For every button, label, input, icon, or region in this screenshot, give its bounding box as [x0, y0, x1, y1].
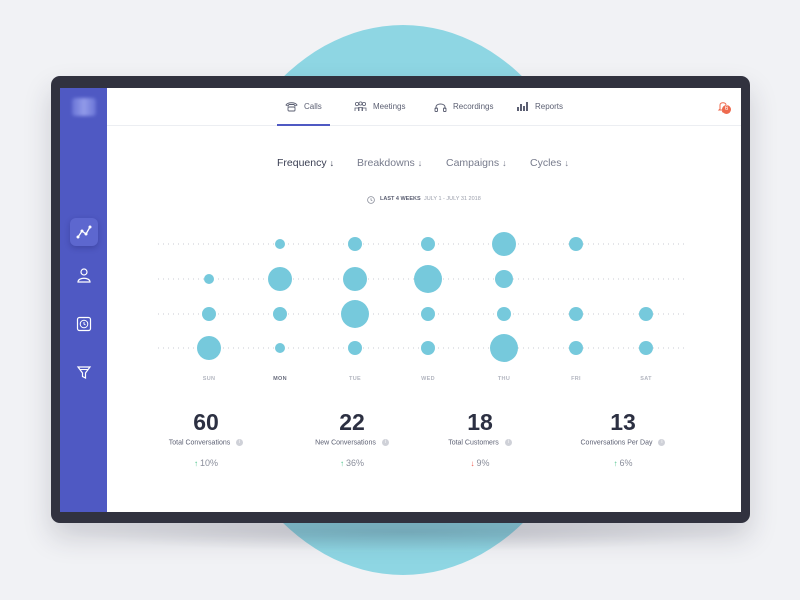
chart-bubble[interactable] — [202, 307, 216, 321]
app-logo[interactable] — [72, 98, 96, 116]
arrow-down-icon: ↓ — [329, 158, 335, 168]
info-icon[interactable]: i — [658, 439, 666, 446]
subtab-frequency[interactable]: Frequency ↓ — [277, 157, 334, 169]
stat-conversations-per-day: 13 Conversations Per Day i ↑ 6% — [553, 408, 693, 488]
chart-bubble[interactable] — [421, 341, 435, 355]
stat-value: 18 — [467, 409, 493, 435]
tab-calls-label: Calls — [304, 102, 322, 111]
chart-bubble[interactable] — [275, 343, 285, 353]
date-range[interactable]: LAST 4 WEEKS JULY 1 - JULY 31 2018 — [60, 196, 741, 208]
chart-bubble[interactable] — [492, 232, 516, 256]
stat-label: Conversations Per Day — [580, 439, 653, 447]
device-frame: Calls Meetings Recordings — [51, 76, 750, 523]
user-icon — [77, 268, 91, 283]
stat-change: 6% — [619, 458, 633, 469]
clock-icon — [76, 316, 92, 332]
subtab-campaigns-label: Campaigns — [446, 157, 500, 169]
tab-recordings[interactable]: Recordings — [434, 88, 493, 125]
chart-bubble[interactable] — [497, 307, 511, 321]
stat-value: 13 — [610, 409, 636, 435]
sidebar-item-time[interactable] — [70, 310, 98, 338]
subtab-breakdowns[interactable]: Breakdowns ↓ — [357, 157, 422, 169]
stat-change: 36% — [345, 458, 364, 469]
tab-reports-label: Reports — [535, 102, 564, 111]
date-range-label: LAST 4 WEEKS — [380, 196, 421, 202]
chart-day-label: THU — [498, 376, 510, 382]
stat-total-customers: 18 Total Customers i ↓ 9% — [410, 408, 550, 488]
phone-icon — [285, 102, 298, 112]
chart-bubble[interactable] — [197, 336, 221, 360]
chart-day-label: MON — [273, 376, 287, 382]
headphones-icon — [434, 103, 447, 112]
analytics-icon — [76, 225, 92, 239]
info-icon[interactable]: i — [381, 439, 389, 446]
chart-bubble[interactable] — [639, 307, 653, 321]
sidebar-item-user[interactable] — [70, 261, 98, 289]
stat-label: New Conversations — [315, 439, 376, 447]
notification-badge: 6 — [722, 105, 731, 114]
stat-label: Total Conversations — [168, 439, 231, 447]
chart-bubble[interactable] — [414, 265, 442, 293]
stat-label: Total Customers — [448, 439, 499, 447]
app-screen: Calls Meetings Recordings — [60, 88, 741, 512]
chart-day-label: FRI — [571, 376, 581, 382]
tab-reports[interactable]: Reports — [516, 88, 563, 125]
arrow-down-icon: ↓ — [417, 158, 423, 168]
tab-meetings[interactable]: Meetings — [354, 88, 405, 125]
stat-value: 22 — [339, 409, 365, 435]
tab-recordings-label: Recordings — [453, 102, 494, 111]
date-range-dates: JULY 1 - JULY 31 2018 — [424, 196, 481, 202]
subtab-cycles[interactable]: Cycles ↓ — [530, 157, 569, 169]
stat-change: 10% — [199, 458, 218, 469]
chart-bubble[interactable] — [348, 237, 362, 251]
info-icon[interactable]: i — [504, 439, 512, 446]
chart-bubble[interactable] — [268, 267, 292, 291]
chart-bubble[interactable] — [421, 237, 435, 251]
subtab-breakdowns-label: Breakdowns — [357, 157, 415, 169]
tab-meetings-label: Meetings — [373, 102, 406, 111]
chart-bubble[interactable] — [569, 341, 583, 355]
sidebar-item-funnel[interactable] — [70, 358, 98, 386]
stat-change: 9% — [476, 458, 490, 469]
report-subtabs: Frequency ↓ Breakdowns ↓ Campaigns ↓ Cycles… — [60, 157, 741, 173]
chart-day-label: SUN — [203, 376, 216, 382]
people-icon — [354, 101, 367, 111]
arrow-up-icon: ↑ — [613, 459, 618, 469]
chart-bubble[interactable] — [204, 274, 214, 284]
chart-bubble[interactable] — [273, 307, 287, 321]
arrow-down-icon: ↓ — [470, 459, 475, 469]
chart-bubble[interactable] — [639, 341, 653, 355]
subtab-cycles-label: Cycles — [530, 157, 562, 169]
sidebar — [60, 88, 107, 512]
chart-bubble[interactable] — [348, 341, 362, 355]
subtab-campaigns[interactable]: Campaigns ↓ — [446, 157, 507, 169]
stat-value: 60 — [193, 409, 219, 435]
chart-bubble[interactable] — [421, 307, 435, 321]
clock-icon — [367, 196, 375, 204]
frequency-bubble-chart: SUN MON TUE WED THU FRI SAT — [158, 232, 684, 382]
arrow-up-icon: ↑ — [339, 459, 344, 469]
chart-bubble[interactable] — [275, 239, 285, 249]
tab-calls[interactable]: Calls — [277, 88, 330, 126]
sidebar-item-analytics[interactable] — [70, 218, 98, 246]
chart-bubble[interactable] — [341, 300, 369, 328]
info-icon[interactable]: i — [236, 439, 244, 446]
bar-chart-icon — [517, 102, 528, 111]
chart-bubble[interactable] — [495, 270, 513, 288]
chart-bubble[interactable] — [569, 237, 583, 251]
top-navigation: Calls Meetings Recordings — [107, 88, 741, 126]
chart-bubble[interactable] — [490, 334, 518, 362]
stat-new-conversations: 22 New Conversations i ↑ 36% — [282, 408, 422, 488]
subtab-frequency-label: Frequency — [277, 157, 327, 169]
funnel-icon — [76, 366, 92, 379]
arrow-down-icon: ↓ — [564, 158, 570, 168]
arrow-up-icon: ↑ — [193, 459, 198, 469]
chart-bubble[interactable] — [343, 267, 367, 291]
arrow-down-icon: ↓ — [502, 158, 507, 168]
chart-day-label: SAT — [640, 376, 652, 382]
chart-bubble[interactable] — [569, 307, 583, 321]
chart-day-label: TUE — [349, 376, 361, 382]
stat-total-conversations: 60 Total Conversations i ↑ 10% — [136, 408, 276, 488]
chart-day-label: WED — [421, 376, 435, 382]
